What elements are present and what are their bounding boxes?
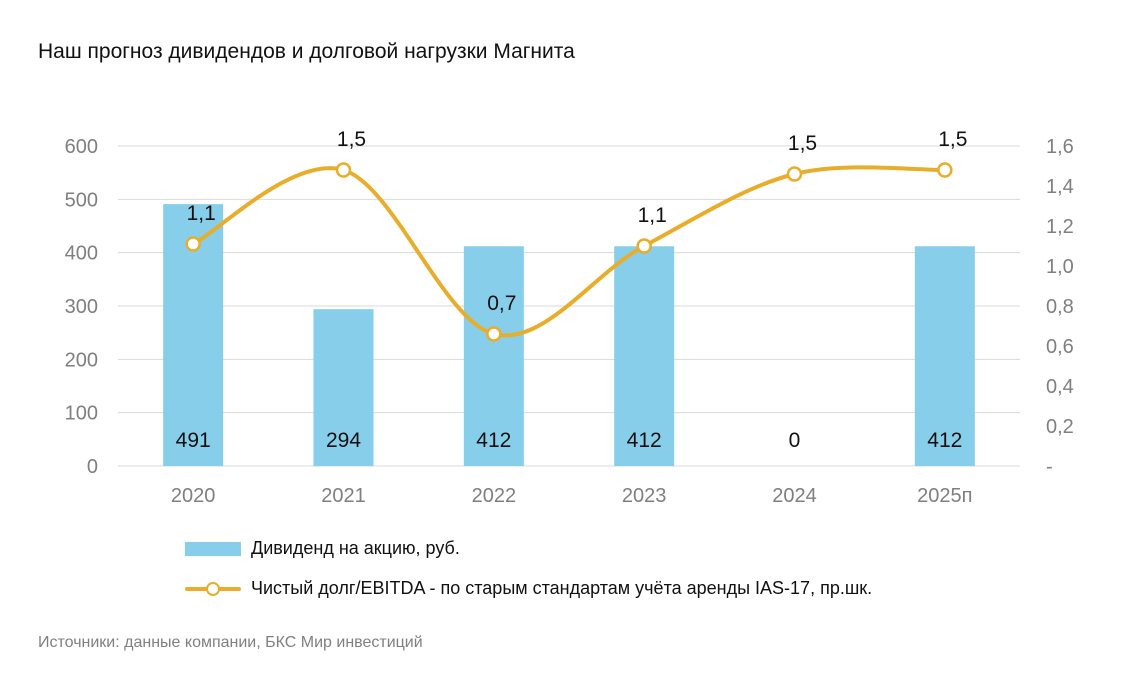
bar bbox=[914, 246, 975, 466]
y-right-tick-label: 1,2 bbox=[1046, 216, 1074, 238]
x-tick-label: 2020 bbox=[171, 485, 216, 507]
legend-item-net-debt: Чистый долг/EBITDA - по старым стандарта… bbox=[185, 578, 872, 599]
y-left-tick-label: 200 bbox=[65, 349, 98, 371]
data-labels: 491 294 412 412 0 412 1,1 1,5 0,7 1,1 1,5 1,5 bbox=[176, 128, 968, 452]
y-right-tick-label: 0,2 bbox=[1046, 416, 1074, 438]
x-tick-label: 2025п bbox=[917, 485, 972, 507]
legend-label-dividend: Дивиденд на акцию, руб. bbox=[251, 538, 460, 558]
axes: 0 100 200 300 400 500 600 - 0,2 0,4 0,6 0,8 1,0 1,2 1,… bbox=[65, 136, 1074, 507]
y-right-tick-label: - bbox=[1046, 456, 1053, 478]
bar-data-label: 294 bbox=[326, 429, 361, 452]
y-left-tick-label: 600 bbox=[65, 136, 98, 158]
line-data-label: 1,5 bbox=[938, 128, 967, 151]
line-data-label: 1,5 bbox=[788, 132, 817, 155]
line-path bbox=[191, 165, 947, 338]
y-left-tick-label: 100 bbox=[65, 403, 98, 425]
line-point bbox=[185, 236, 201, 252]
bar-data-label: 0 bbox=[789, 429, 801, 452]
source-note: Источники: данные компании, БКС Мир инве… bbox=[38, 634, 423, 651]
line-data-label: 0,7 bbox=[487, 292, 516, 315]
bar bbox=[463, 246, 524, 466]
legend-item-dividend: Дивиденд на акцию, руб. bbox=[185, 538, 460, 559]
legend-label-net-debt: Чистый долг/EBITDA - по старым стандарта… bbox=[251, 578, 873, 598]
chart: 491 294 412 412 0 412 1,1 1,5 0,7 1,1 1,5 1,5 0 100 2… bbox=[65, 128, 1074, 507]
line-data-label: 1,1 bbox=[187, 202, 216, 225]
chart-title: Наш прогноз дивидендов и долговой нагруз… bbox=[38, 40, 575, 63]
y-right-tick-label: 1,0 bbox=[1046, 256, 1074, 278]
y-left-tick-label: 400 bbox=[65, 243, 98, 265]
y-right-tick-label: 0,4 bbox=[1046, 376, 1074, 398]
legend-swatch-bar bbox=[185, 541, 241, 556]
x-tick-label: 2021 bbox=[321, 485, 366, 507]
line-point bbox=[786, 166, 803, 182]
legend-swatch-line bbox=[185, 579, 241, 599]
y-right-tick-label: 0,8 bbox=[1046, 296, 1074, 318]
bar-data-label: 412 bbox=[627, 429, 662, 452]
x-tick-label: 2023 bbox=[622, 485, 667, 507]
y-left-tick-label: 0 bbox=[87, 456, 98, 478]
y-right-tick-label: 1,6 bbox=[1046, 136, 1074, 158]
y-left-tick-label: 300 bbox=[65, 296, 98, 318]
y-right-tick-label: 1,4 bbox=[1046, 176, 1074, 198]
bar-data-label: 412 bbox=[476, 429, 511, 452]
bar-data-label: 491 bbox=[176, 429, 211, 452]
y-right-tick-label: 0,6 bbox=[1046, 336, 1074, 358]
line-point bbox=[486, 326, 502, 342]
bar-data-label: 412 bbox=[927, 429, 962, 452]
bars bbox=[163, 204, 975, 466]
line-data-label: 1,5 bbox=[337, 128, 366, 151]
line-point bbox=[636, 238, 652, 254]
y-left-tick-label: 500 bbox=[65, 189, 98, 211]
line-point bbox=[335, 162, 352, 178]
line-data-label: 1,1 bbox=[638, 204, 667, 227]
bar bbox=[313, 309, 374, 466]
x-tick-label: 2022 bbox=[472, 485, 517, 507]
bar bbox=[614, 246, 675, 466]
line-point bbox=[937, 162, 953, 178]
line-series bbox=[185, 162, 953, 342]
x-tick-label: 2024 bbox=[772, 485, 817, 507]
